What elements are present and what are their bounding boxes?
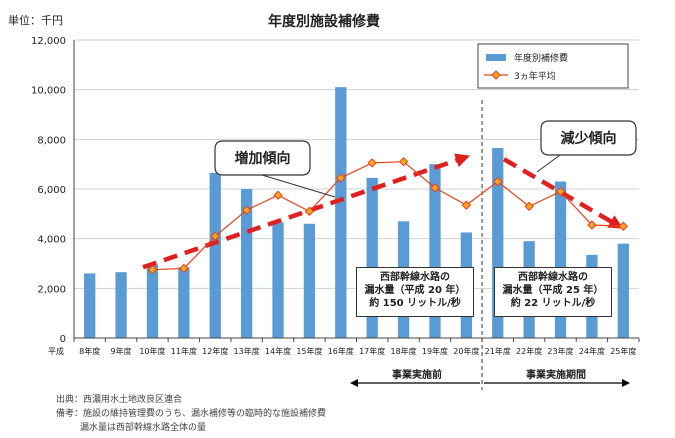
bar-19年度	[429, 164, 441, 338]
legend-bar-swatch	[486, 54, 506, 61]
avg-point-18年度	[398, 156, 409, 167]
avg-point-10年度	[147, 265, 158, 275]
x-tick-label: 23年度	[547, 346, 573, 356]
leak-box-2008-line1: 西部幹線水路の	[380, 272, 450, 283]
x-tick-label: 25年度	[610, 346, 636, 356]
bar-11年度	[178, 267, 190, 338]
avg-point-21年度	[493, 176, 503, 187]
x-tick-label: 21年度	[485, 346, 511, 356]
avg-point-11年度	[179, 263, 189, 274]
decrease-pointer	[536, 154, 561, 173]
avg-point-12年度	[210, 231, 220, 241]
leak-box-2008: 西部幹線水路の 漏水量（平成 20 年） 約 150 リットル/秒	[356, 267, 474, 317]
bar-9年度	[115, 272, 127, 338]
line-series	[147, 156, 629, 275]
avg-point-13年度	[241, 205, 252, 215]
remark-note-1: 備考：施設の維持管理費のうち、漏水補修等の臨時的な施設補修費	[56, 409, 327, 419]
x-tick-label: 12年度	[202, 346, 228, 356]
period-before-head	[350, 379, 358, 387]
avg-point-15年度	[304, 206, 315, 217]
bar-13年度	[240, 189, 253, 338]
x-tick-label: 14年度	[265, 346, 291, 356]
axes	[73, 40, 640, 390]
trend-arrows	[142, 153, 624, 270]
avg-point-14年度	[273, 190, 283, 200]
x-tick-label: 17年度	[359, 346, 385, 356]
x-tick-label: 16年度	[328, 346, 354, 356]
avg-point-16年度	[336, 173, 346, 183]
x-tick-label: 11年度	[171, 346, 197, 356]
y-tick-label: 10,000	[31, 86, 66, 97]
x-tick-label: 20年度	[453, 346, 479, 356]
avg-point-17年度	[367, 158, 377, 168]
bar-10年度	[146, 264, 159, 338]
avg-point-22年度	[524, 201, 534, 212]
period-during-head	[622, 379, 630, 387]
avg-point-19年度	[430, 183, 440, 193]
avg-point-23年度	[555, 186, 566, 197]
y-tick-label: 0	[60, 334, 66, 345]
legend-box	[477, 43, 629, 89]
x-tick-label: 24年度	[579, 346, 605, 356]
x-tick-label: 22年度	[516, 346, 542, 356]
leak-box-2013-line1: 西部幹線水路の	[518, 272, 588, 283]
y-tick-label: 2,000	[37, 284, 66, 295]
chart-title: 年度別施設補修費	[268, 14, 380, 30]
decrease-callout-bubble	[540, 120, 637, 156]
leak-box-2008-line2: 漏水量（平成 20 年）	[364, 285, 466, 296]
legend-bar-label: 年度別補修費	[514, 52, 568, 64]
x-tick-label: 10年度	[139, 346, 165, 356]
bar-16年度	[335, 87, 347, 338]
bar-15年度	[303, 223, 316, 338]
bar-14年度	[272, 222, 284, 338]
leak-box-2013: 西部幹線水路の 漏水量（平成 25 年） 約 22 リットル/秒	[494, 267, 612, 317]
y-tick-label: 12,000	[31, 36, 66, 47]
bar-12年度	[209, 172, 221, 338]
avg-point-25年度	[618, 221, 629, 231]
bar-23年度	[554, 181, 567, 338]
increase-arrow	[142, 153, 471, 270]
leak-box-2013-line3: 約 22 リットル/秒	[510, 298, 596, 309]
avg-line	[152, 161, 624, 271]
period-during-label: 事業実施期間	[526, 368, 586, 381]
leak-box-2013-line2: 漏水量（平成 25 年）	[502, 285, 604, 296]
y-tick-label: 6,000	[37, 185, 66, 196]
remark-note-2: 漏水量は西部幹線水路全体の量	[80, 423, 207, 433]
bar-25年度	[617, 243, 629, 338]
y-tick-label: 4,000	[37, 235, 66, 246]
bar-17年度	[366, 177, 378, 338]
legend-line-marker	[491, 70, 501, 80]
avg-point-20年度	[461, 200, 472, 210]
avg-point-24年度	[587, 220, 597, 230]
x-tick-label: 19年度	[422, 346, 448, 356]
leak-box-2008-line3: 約 150 リットル/秒	[369, 298, 461, 309]
increase-callout-bubble	[214, 140, 311, 176]
legend-line-label: 3ヵ年平均	[514, 70, 556, 82]
era-prefix: 平成	[48, 346, 64, 356]
bar-8年度	[84, 273, 96, 338]
source-note: 出典：西濃用水土地改良区連合	[56, 395, 183, 405]
x-tick-label: 9年度	[111, 346, 132, 356]
x-tick-label: 18年度	[390, 346, 416, 356]
period-before-label: 事業実施前	[392, 368, 442, 381]
bar-21年度	[492, 148, 504, 338]
increase-callout-label: 増加傾向	[235, 150, 291, 167]
decrease-callout-label: 減少傾向	[561, 130, 617, 147]
x-tick-label: 13年度	[234, 346, 260, 356]
y-tick-label: 8,000	[37, 135, 66, 146]
x-tick-label: 8年度	[79, 346, 100, 356]
increase-pointer	[261, 174, 336, 198]
unit-label: 単位：千円	[8, 14, 63, 27]
tick-labels: 0 2,000 4,000 6,000 8,000 10,000 12,000 平成 8年度 9年…	[31, 36, 636, 356]
x-tick-label: 15年度	[296, 346, 322, 356]
